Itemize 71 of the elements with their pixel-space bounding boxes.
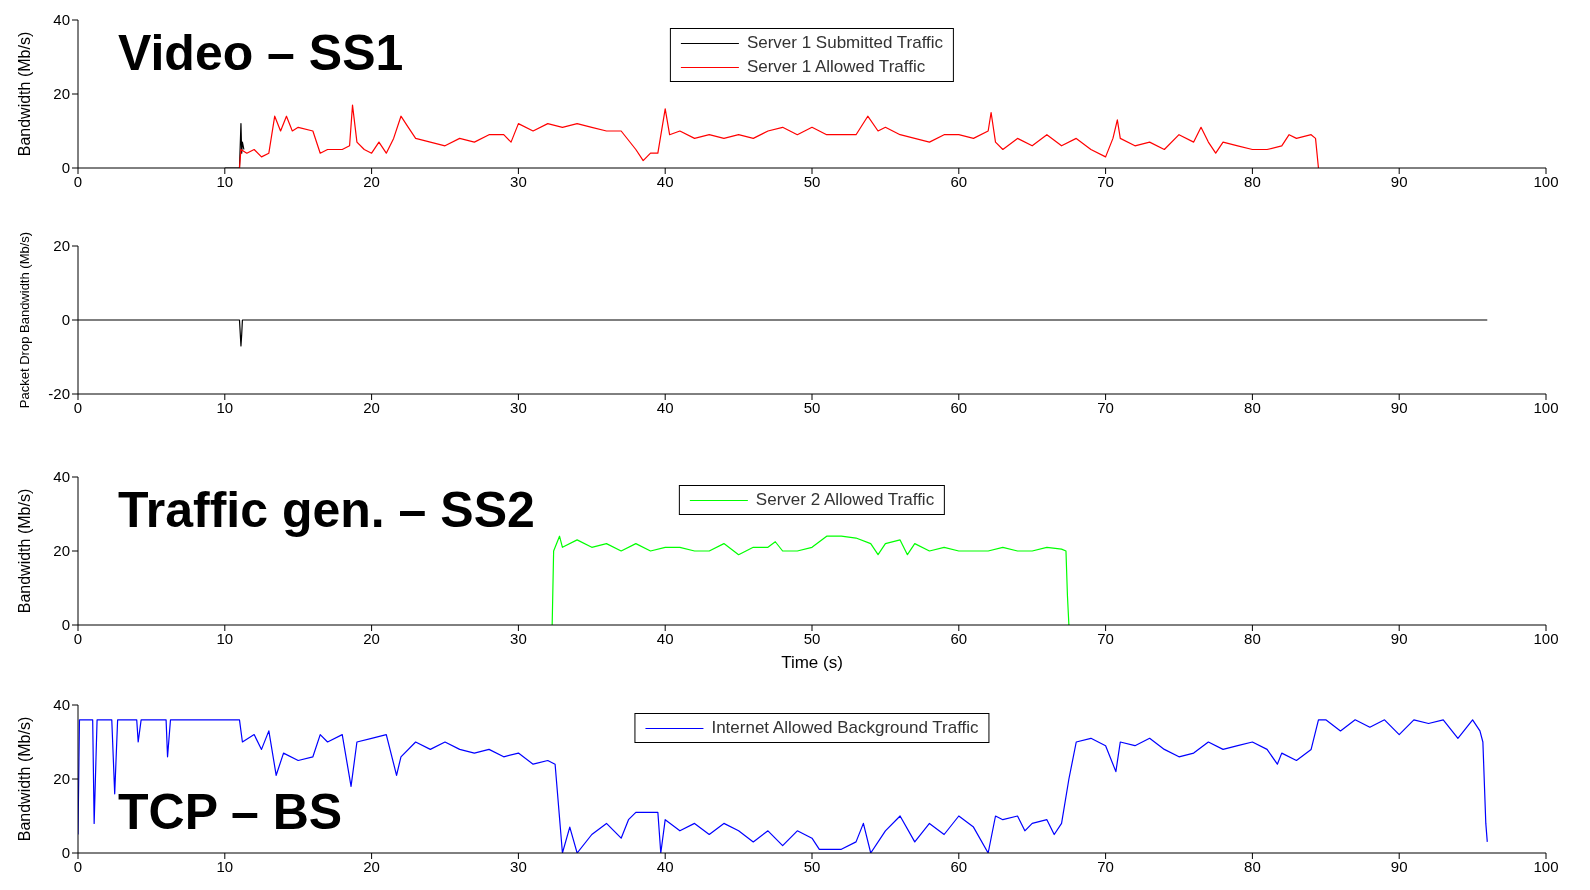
x-tick-label: 90: [1390, 629, 1408, 647]
x-tick-label: 20: [363, 629, 380, 647]
x-tick-label: 50: [803, 857, 821, 875]
y-tick-label: 0: [61, 844, 70, 862]
x-tick-label: 0: [73, 857, 83, 875]
legend-label: Server 1 Submitted Traffic: [746, 32, 944, 54]
line-series: [78, 719, 1488, 853]
x-tick-label: 70: [1097, 857, 1114, 875]
x-tick-label: 80: [1244, 857, 1261, 875]
x-tick-label: 0: [73, 398, 83, 416]
x-tick-label: 70: [1097, 172, 1114, 190]
x-tick-label: 90: [1390, 857, 1408, 875]
y-tick-label: 40: [53, 11, 70, 29]
x-tick-label: 0: [73, 629, 83, 647]
x-tick-label: 20: [363, 398, 380, 416]
legend-label: Server 1 Allowed Traffic: [746, 56, 926, 78]
chart-title: Video – SS1: [118, 24, 404, 82]
x-tick-label: 30: [510, 172, 527, 190]
x-tick-label: 70: [1097, 629, 1114, 647]
y-axis-title: Bandwidth (Mb/s): [15, 488, 33, 614]
x-tick-label: 10: [216, 629, 234, 647]
x-tick-label: 80: [1244, 398, 1261, 416]
x-tick-label: 30: [510, 629, 527, 647]
line-series: [551, 535, 1070, 625]
x-tick-label: 60: [950, 857, 968, 875]
x-tick-label: 60: [950, 172, 968, 190]
x-tick-label: 100: [1533, 629, 1559, 647]
x-tick-label: 10: [216, 857, 234, 875]
y-tick-label: 40: [53, 468, 70, 486]
x-tick-label: 20: [363, 172, 380, 190]
chart-title: Traffic gen. – SS2: [118, 481, 535, 539]
x-tick-label: 60: [950, 398, 968, 416]
x-tick-label: 10: [216, 398, 234, 416]
y-tick-label: 20: [53, 770, 70, 788]
x-tick-label: 40: [656, 629, 674, 647]
x-axis-title: Time (s): [781, 653, 843, 673]
y-axis-title: Packet Drop Bandwidth (Mb/s): [16, 231, 32, 409]
x-tick-label: 50: [803, 629, 821, 647]
y-axis-title: Bandwidth (Mb/s): [15, 716, 33, 842]
x-tick-label: 0: [73, 172, 83, 190]
x-tick-label: 60: [950, 629, 968, 647]
x-tick-label: 50: [803, 172, 821, 190]
legend-label: Server 2 Allowed Traffic: [755, 489, 935, 511]
y-tick-label: 20: [53, 85, 70, 103]
x-tick-label: 80: [1244, 629, 1261, 647]
x-tick-label: 70: [1097, 398, 1114, 416]
y-tick-label: 0: [61, 616, 70, 634]
x-tick-label: 10: [216, 172, 234, 190]
legend-label: Internet Allowed Background Traffic: [711, 717, 979, 739]
line-series: [238, 104, 1320, 168]
y-tick-label: 0: [61, 159, 70, 177]
y-tick-label: 20: [53, 542, 70, 560]
y-tick-label: 40: [53, 696, 70, 714]
y-tick-label: 20: [53, 237, 70, 255]
x-tick-label: 40: [656, 398, 674, 416]
x-tick-label: 100: [1533, 857, 1559, 875]
x-tick-label: 30: [510, 398, 527, 416]
x-tick-label: 40: [656, 857, 674, 875]
text: TCP – BS: [118, 783, 343, 841]
y-tick-label: 0: [61, 311, 70, 329]
y-axis-title: Bandwidth (Mb/s): [15, 31, 33, 157]
x-tick-label: 20: [363, 857, 380, 875]
x-tick-label: 100: [1533, 398, 1559, 416]
x-tick-label: 80: [1244, 172, 1261, 190]
x-tick-label: 50: [803, 398, 821, 416]
x-tick-label: 90: [1390, 172, 1408, 190]
x-tick-label: 100: [1533, 172, 1559, 190]
x-tick-label: 90: [1390, 398, 1408, 416]
x-tick-label: 30: [510, 857, 527, 875]
x-tick-label: 40: [656, 172, 674, 190]
y-tick-label: -20: [48, 385, 70, 403]
